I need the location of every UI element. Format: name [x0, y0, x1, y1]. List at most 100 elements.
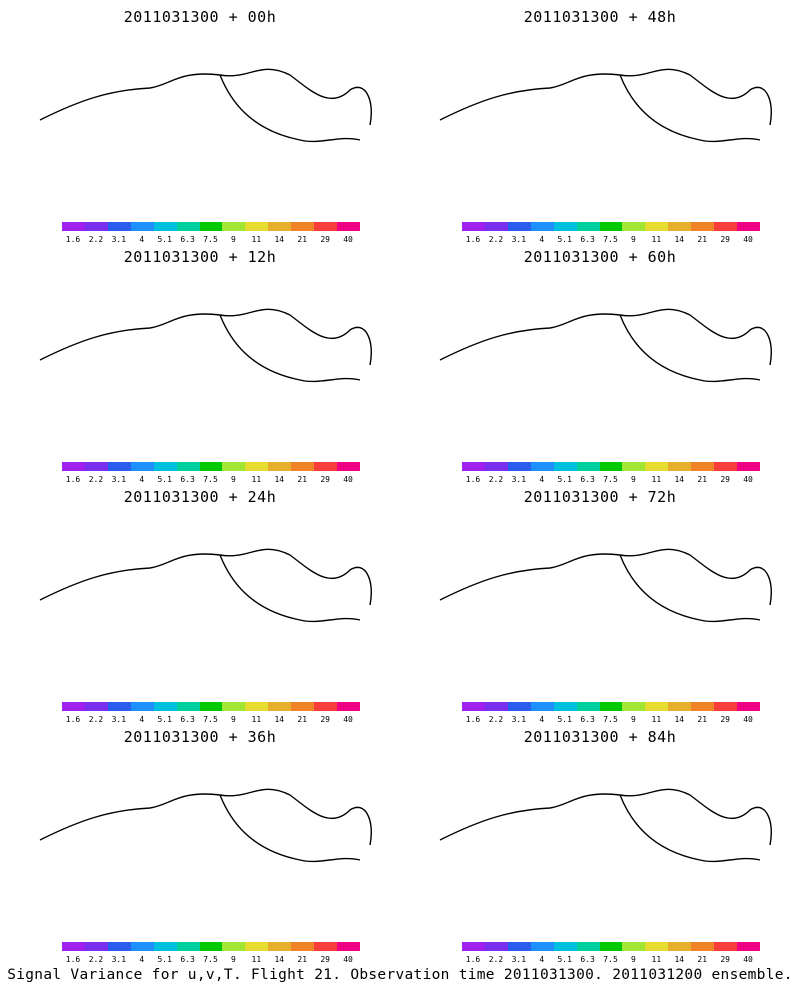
signal-contour — [484, 311, 589, 351]
panel-title: 2011031300 + 72h — [523, 488, 677, 506]
low-signal-region — [547, 120, 630, 158]
signal-contour — [584, 820, 674, 854]
colorbar-tick-label: 2.2 — [488, 475, 504, 484]
signal-contour — [611, 801, 676, 828]
panel-title: 2011031300 + 24h — [123, 488, 277, 506]
colorbar-swatch — [484, 462, 508, 471]
colorbar-swatch — [268, 222, 292, 231]
colorbar-swatch — [245, 702, 269, 711]
colorbar-tick-label: 11 — [651, 715, 662, 724]
low-signal-region — [509, 783, 599, 806]
colorbar-tick-label: 4 — [139, 475, 145, 484]
low-signal-region — [488, 345, 584, 376]
colorbar-tick-label: 9 — [231, 955, 236, 964]
colorbar-tick-label: 29 — [720, 475, 730, 484]
colorbar-tick-label: 1.6 — [65, 475, 81, 484]
signal-blob — [101, 182, 140, 203]
signal-contour — [141, 597, 244, 638]
map-panel: 2011031300 + 48h 1.6 2.2 3.1 4 5.1 6.3 7.5 9 11 14… — [400, 0, 800, 244]
low-signal-region — [580, 110, 621, 126]
colorbar-swatch — [462, 702, 485, 711]
signal-contour — [225, 328, 342, 370]
colorbar-swatch — [337, 222, 360, 231]
signal-contour — [234, 582, 339, 624]
colorbar-tick-label: 40 — [343, 475, 353, 484]
signal-contour — [576, 99, 693, 147]
low-signal-region — [653, 111, 703, 133]
colorbar-tick-label: 21 — [697, 955, 708, 964]
colorbar-labels: 1.6 2.2 3.1 4 5.1 6.3 7.5 9 11 14 21 29 40 — [50, 955, 370, 965]
signal-contour — [455, 379, 567, 418]
signal-contour — [524, 608, 592, 633]
colorbar-tick-label: 40 — [343, 715, 353, 724]
signal-contour — [526, 88, 620, 119]
colorbar — [462, 462, 760, 474]
low-signal-region — [198, 553, 242, 577]
colorbar-swatch — [714, 942, 738, 951]
colorbar-swatch — [107, 942, 131, 951]
colorbar-swatch — [199, 942, 223, 951]
colorbar-tick-label: 11 — [251, 715, 262, 724]
colorbar-swatch — [553, 462, 577, 471]
colorbar-swatch — [737, 702, 760, 711]
signal-contour — [577, 622, 640, 649]
signal-contour — [645, 809, 696, 830]
colorbar-swatch — [62, 222, 85, 231]
colorbar-swatch — [645, 942, 669, 951]
colorbar-tick-label: 21 — [297, 955, 308, 964]
signal-contour — [496, 95, 570, 129]
colorbar-swatch — [645, 702, 669, 711]
colorbar-swatch — [737, 462, 760, 471]
colorbar-tick-label: 40 — [743, 235, 753, 244]
colorbar-tick-label: 9 — [231, 475, 236, 484]
colorbar-swatch — [553, 702, 577, 711]
signal-contour — [587, 618, 650, 646]
colorbar-tick-label: 11 — [651, 235, 662, 244]
signal-contour — [546, 563, 658, 606]
colorbar-tick-label: 9 — [631, 475, 636, 484]
signal-contour — [610, 854, 642, 867]
colorbar-tick-label: 21 — [297, 715, 308, 724]
colorbar-tick-label: 4 — [139, 235, 145, 244]
colorbar-tick-label: 29 — [720, 955, 730, 964]
colorbar-tick-label: 21 — [697, 715, 708, 724]
colorbar-tick-label: 14 — [274, 955, 285, 964]
colorbar-tick-label: 9 — [631, 955, 636, 964]
map-panel: 2011031300 + 24h 1.6 2.2 3.1 4 5.1 6.3 7.5 9 11 14… — [0, 480, 400, 724]
colorbar-tick-label: 11 — [251, 955, 262, 964]
colorbar-swatch — [222, 702, 246, 711]
signal-contour — [70, 820, 153, 856]
colorbar-tick-label: 7.5 — [203, 715, 218, 724]
colorbar-tick-label: 5.1 — [557, 235, 572, 244]
low-signal-region — [281, 900, 357, 916]
colorbar-tick-label: 11 — [251, 235, 262, 244]
colorbar-tick-label: 5.1 — [157, 955, 172, 964]
colorbar-tick-label: 3.1 — [111, 475, 127, 484]
low-signal-region — [90, 893, 182, 921]
colorbar-swatch — [507, 222, 531, 231]
colorbar-tick-label: 29 — [720, 235, 730, 244]
colorbar — [62, 462, 360, 474]
signal-contour — [551, 574, 639, 610]
signal-contour — [539, 862, 612, 890]
colorbar — [462, 942, 760, 954]
signal-contour — [241, 840, 364, 885]
colorbar-tick-label: 40 — [743, 715, 753, 724]
signal-contour — [508, 817, 619, 865]
signal-contour — [591, 557, 717, 599]
colorbar-labels: 1.6 2.2 3.1 4 5.1 6.3 7.5 9 11 14 21 29 40 — [450, 955, 770, 965]
coastline — [439, 308, 772, 383]
low-signal-region — [537, 657, 598, 680]
colorbar-swatch — [268, 942, 292, 951]
signal-contour — [584, 87, 681, 121]
colorbar-tick-label: 7.5 — [603, 955, 618, 964]
map-plot — [439, 783, 772, 890]
signal-contour — [104, 583, 206, 620]
signal-blob — [252, 179, 278, 192]
colorbar-tick-label: 14 — [674, 475, 685, 484]
colorbar-tick-label: 1.6 — [65, 955, 81, 964]
colorbar-swatch — [484, 702, 508, 711]
colorbar-swatch — [314, 942, 338, 951]
signal-contour — [523, 352, 635, 396]
colorbar-swatch — [622, 702, 646, 711]
